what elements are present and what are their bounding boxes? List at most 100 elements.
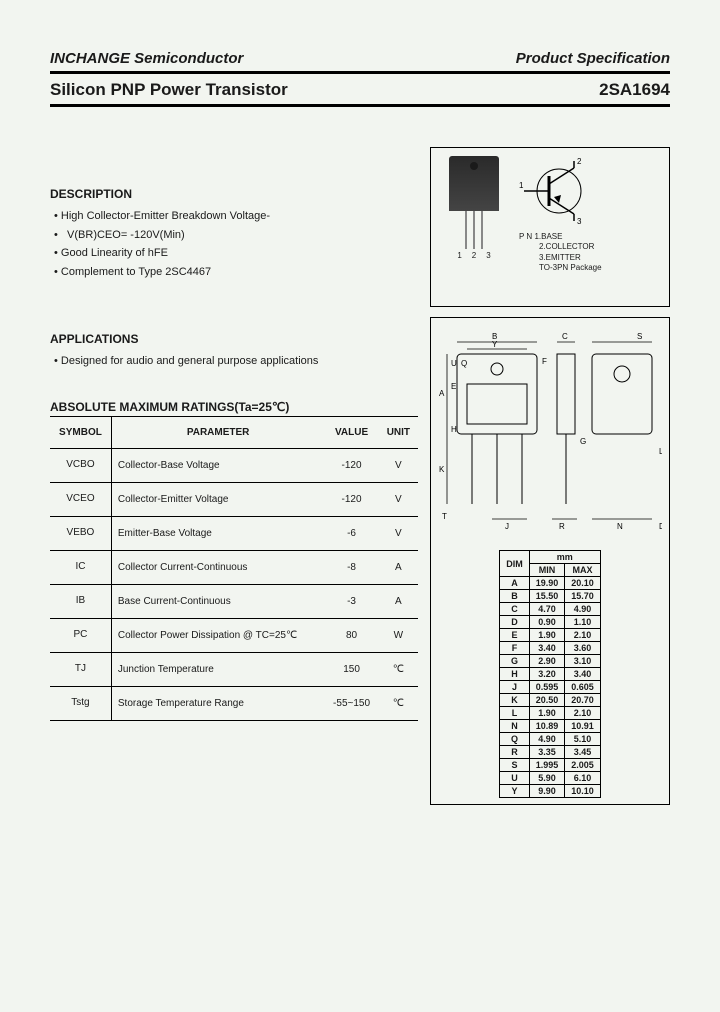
ratings-cell: V [379,449,418,483]
ratings-cell: VCEO [50,483,111,517]
dim-row: G2.903.10 [500,655,601,668]
dim-row: H3.203.40 [500,668,601,681]
header-top: INCHANGE Semiconductor Product Specifica… [50,50,670,74]
dim-cell: 3.20 [529,668,565,681]
ratings-cell: V [379,517,418,551]
ratings-row: ICCollector Current-Continuous-8A [50,551,418,585]
col-symbol: SYMBOL [50,417,111,449]
dim-cell: 0.595 [529,681,565,694]
svg-text:Q: Q [461,359,467,368]
dim-row: D0.901.10 [500,616,601,629]
dimensions-table: DIMmm MINMAX A19.9020.10B15.5015.70C4.70… [499,550,601,798]
dim-cell: 3.45 [565,746,601,759]
svg-text:2: 2 [577,157,582,166]
symbol-side: 1 2 3 P N 1.BASE 2.COLLECTOR 3.EMITTER T… [519,156,661,298]
ratings-cell: ℃ [379,653,418,687]
ratings-heading: ABSOLUTE MAXIMUM RATINGS(Ta=25℃) [50,400,418,414]
dim-cell: 20.70 [565,694,601,707]
ratings-cell: -6 [324,517,378,551]
dim-cell: 3.40 [565,668,601,681]
ratings-cell: A [379,585,418,619]
dim-unit: mm [529,551,600,564]
ratings-row: TstgStorage Temperature Range-55~150℃ [50,687,418,721]
applications-list: Designed for audio and general purpose a… [50,352,418,371]
dim-cell: 4.70 [529,603,565,616]
svg-text:S: S [637,332,642,341]
col-value: VALUE [324,417,378,449]
col-parameter: PARAMETER [111,417,324,449]
dim-cell: 2.10 [565,707,601,720]
svg-text:F: F [542,357,547,366]
part-number: 2SA1694 [599,80,670,100]
dim-cell: U [500,772,530,785]
dim-cell: 4.90 [529,733,565,746]
svg-text:H: H [451,425,457,434]
svg-text:D: D [659,522,662,531]
transistor-pins-icon [465,209,483,249]
ratings-cell: Storage Temperature Range [111,687,324,721]
dim-cell: 3.35 [529,746,565,759]
description-list: High Collector-Emitter Breakdown Voltage… [50,207,418,282]
company-name: INCHANGE Semiconductor [50,50,243,67]
svg-text:3: 3 [577,217,582,226]
dim-cell: C [500,603,530,616]
spec-label: Product Specification [516,50,670,67]
dim-cell: 1.90 [529,707,565,720]
ratings-cell: TJ [50,653,111,687]
ratings-cell: W [379,619,418,653]
ratings-cell: VEBO [50,517,111,551]
dim-row: R3.353.45 [500,746,601,759]
dim-cell: 9.90 [529,785,565,798]
ratings-cell: IC [50,551,111,585]
pin-numbers: 1 2 3 [457,251,490,260]
ratings-cell: -3 [324,585,378,619]
dim-row: Y9.9010.10 [500,785,601,798]
pin-legend: P N 1.BASE 2.COLLECTOR 3.EMITTER TO-3PN … [519,232,661,274]
dim-cell: E [500,629,530,642]
dim-cell: 6.10 [565,772,601,785]
svg-text:Y: Y [492,340,498,349]
ratings-cell: -55~150 [324,687,378,721]
dim-cell: 0.90 [529,616,565,629]
dimensions-box: B Y C S A K U Q E H F T [430,317,670,805]
dim-cell: 15.50 [529,590,565,603]
dim-cell: 3.60 [565,642,601,655]
ratings-cell: -120 [324,449,378,483]
ratings-cell: V [379,483,418,517]
ratings-cell: Collector Current-Continuous [111,551,324,585]
left-column: DESCRIPTION High Collector-Emitter Break… [50,147,418,805]
applications-heading: APPLICATIONS [50,332,418,346]
svg-text:1: 1 [519,181,524,190]
description-section: DESCRIPTION High Collector-Emitter Break… [50,187,418,282]
svg-text:G: G [580,437,586,446]
svg-text:T: T [442,512,447,521]
ratings-cell: Collector-Emitter Voltage [111,483,324,517]
dim-cell: 10.91 [565,720,601,733]
dim-cell: 10.10 [565,785,601,798]
dim-cell: 5.90 [529,772,565,785]
ratings-row: VEBOEmitter-Base Voltage-6V [50,517,418,551]
svg-text:N: N [617,522,623,531]
dim-cell: J [500,681,530,694]
dim-cell: 1.10 [565,616,601,629]
package-outline-icon: B Y C S A K U Q E H F T [437,324,662,544]
ratings-row: VCBOCollector-Base Voltage-120V [50,449,418,483]
dim-cell: 20.10 [565,577,601,590]
ratings-cell: Collector-Base Voltage [111,449,324,483]
ratings-cell: Junction Temperature [111,653,324,687]
dim-cell: H [500,668,530,681]
dim-row: S1.9952.005 [500,759,601,772]
dim-row: C4.704.90 [500,603,601,616]
dim-cell: D [500,616,530,629]
dim-row: Q4.905.10 [500,733,601,746]
ratings-cell: Base Current-Continuous [111,585,324,619]
datasheet-page: INCHANGE Semiconductor Product Specifica… [0,0,720,1012]
dim-max: MAX [565,564,601,577]
dim-row: L1.902.10 [500,707,601,720]
ratings-cell: 150 [324,653,378,687]
ratings-row: VCEOCollector-Emitter Voltage-120V [50,483,418,517]
svg-text:L: L [659,447,662,456]
svg-text:R: R [559,522,565,531]
col-unit: UNIT [379,417,418,449]
svg-text:J: J [505,522,509,531]
